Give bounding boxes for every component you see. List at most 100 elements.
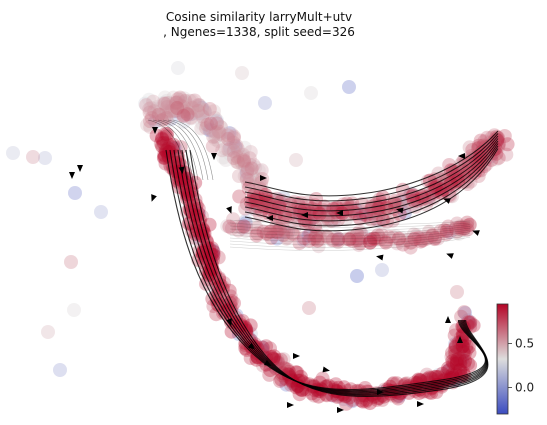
- cell-point: [404, 235, 419, 250]
- cell-point: [232, 169, 246, 183]
- cell-point: [439, 224, 454, 239]
- cell-point: [205, 123, 220, 138]
- cell-point: [236, 219, 251, 234]
- cell-point: [177, 114, 191, 129]
- velocity-arrowhead: [457, 336, 463, 343]
- cell-point: [458, 354, 473, 368]
- cell-point: [312, 229, 327, 244]
- cell-point: [339, 232, 354, 247]
- cell-point: [247, 188, 261, 203]
- cell-point: [195, 103, 210, 118]
- cell-point: [465, 143, 480, 157]
- cell-point: [230, 149, 245, 164]
- cell-point: [326, 204, 341, 219]
- cell-point: [342, 232, 357, 246]
- cell-point: [342, 232, 357, 247]
- cell-point: [273, 352, 288, 367]
- velocity-arrowheads: [69, 127, 480, 413]
- velocity-arrowhead: [446, 253, 454, 259]
- cell-point: [371, 231, 386, 246]
- cell-point: [173, 90, 187, 105]
- cell-point: [209, 124, 224, 139]
- cell-point: [292, 236, 307, 251]
- cell-point: [455, 334, 470, 348]
- cell-point: [235, 220, 250, 235]
- cell-point: [229, 154, 244, 169]
- cell-point: [151, 108, 166, 123]
- cell-point: [216, 150, 231, 165]
- cell-point: [308, 228, 323, 243]
- cell-point: [176, 104, 191, 119]
- cell-point: [251, 194, 266, 209]
- cell-point: [462, 140, 477, 155]
- cell-point: [258, 96, 272, 110]
- cell-point: [262, 367, 277, 382]
- cell-point: [359, 394, 373, 409]
- cell-point: [208, 125, 223, 140]
- cell-point: [238, 201, 253, 216]
- cell-point: [351, 231, 366, 246]
- cell-point: [299, 213, 314, 228]
- cell-point: [94, 205, 108, 219]
- velocity-arrowhead: [226, 206, 232, 214]
- cell-point: [393, 200, 408, 215]
- cell-point: [455, 339, 470, 354]
- cell-point: [415, 232, 430, 247]
- cell-point: [232, 189, 247, 204]
- velocity-arrowhead: [396, 207, 404, 214]
- cell-point: [345, 394, 360, 409]
- cell-point: [168, 104, 183, 119]
- cell-point: [449, 356, 464, 371]
- cell-point: [461, 164, 476, 179]
- cell-point: [310, 204, 325, 219]
- cell-point: [381, 229, 396, 244]
- cell-point: [159, 127, 174, 141]
- cell-point: [260, 226, 275, 241]
- velocity-arrowhead: [293, 353, 300, 359]
- streamline: [244, 143, 499, 222]
- cell-point: [388, 201, 403, 216]
- cell-point: [433, 224, 448, 239]
- cell-point: [158, 97, 172, 111]
- cell-point: [448, 341, 462, 356]
- streamline: [167, 119, 209, 181]
- cell-point: [406, 227, 421, 242]
- cell-point: [195, 116, 210, 131]
- cell-point: [154, 108, 169, 123]
- cell-point: [161, 141, 176, 156]
- cell-point: [328, 377, 343, 392]
- cell-point: [222, 126, 237, 141]
- cell-point: [331, 231, 346, 246]
- cell-point: [205, 139, 220, 154]
- cell-point: [188, 202, 203, 217]
- cell-point: [405, 188, 420, 203]
- cell-point: [215, 143, 230, 158]
- cell-point: [150, 99, 165, 114]
- cell-point: [249, 221, 264, 236]
- cell-point: [149, 128, 164, 143]
- cell-point: [226, 129, 241, 144]
- cell-point: [286, 376, 301, 391]
- cell-point: [351, 238, 366, 253]
- cell-point: [454, 352, 469, 367]
- cell-point: [245, 167, 260, 182]
- streamline: [229, 237, 471, 251]
- cell-point: [223, 133, 238, 148]
- cell-point: [453, 357, 468, 372]
- cell-point: [169, 149, 184, 164]
- cell-point: [213, 120, 228, 134]
- cell-point: [457, 347, 472, 362]
- cell-point: [159, 99, 174, 114]
- cell-point: [311, 389, 326, 404]
- cell-point: [243, 158, 258, 173]
- cell-point: [200, 117, 215, 132]
- cell-point: [458, 306, 472, 320]
- cell-point: [460, 222, 475, 237]
- cell-point: [197, 105, 212, 119]
- cell-point: [177, 108, 191, 123]
- cell-point: [409, 228, 424, 243]
- cell-point: [419, 231, 434, 246]
- cell-point: [437, 223, 452, 238]
- cell-point: [235, 156, 249, 171]
- cell-point: [467, 166, 482, 180]
